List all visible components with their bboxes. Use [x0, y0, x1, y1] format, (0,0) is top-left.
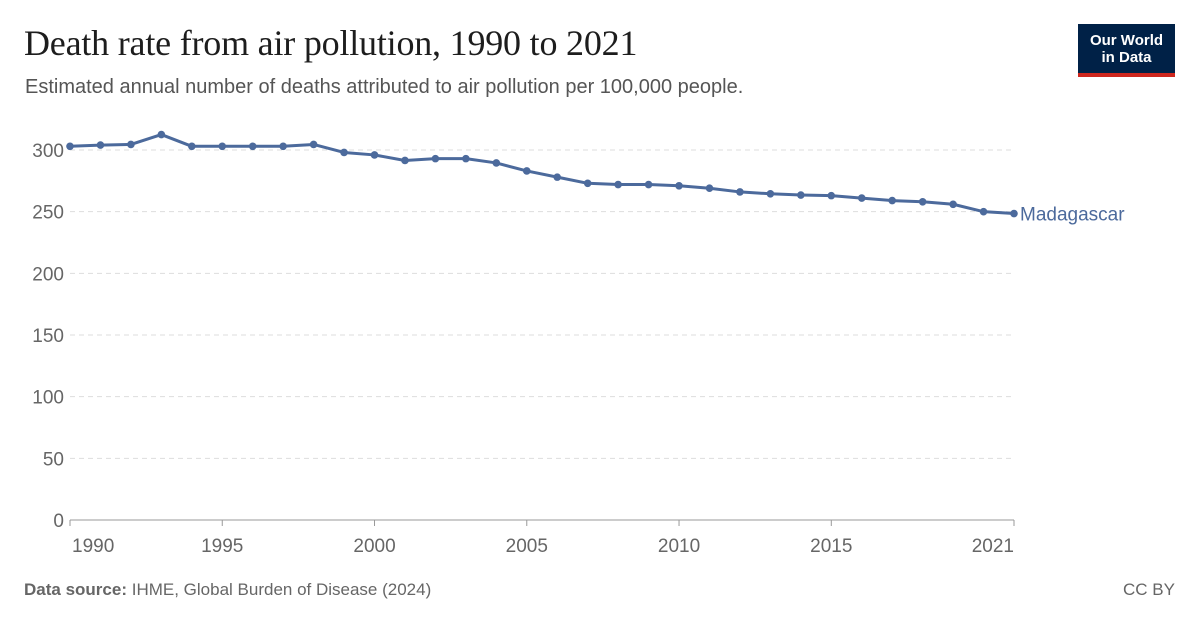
data-point[interactable]	[644, 180, 653, 189]
data-point[interactable]	[188, 142, 196, 151]
data-point[interactable]	[279, 142, 287, 151]
y-tick-label: 0	[53, 511, 64, 532]
y-tick-label: 250	[32, 203, 64, 224]
x-tick-label: 2005	[506, 536, 548, 557]
data-point[interactable]	[218, 142, 227, 151]
x-tick-label: 2015	[810, 536, 852, 557]
data-point[interactable]	[431, 154, 440, 163]
license-link[interactable]: CC BY	[1123, 580, 1175, 599]
owid-logo[interactable]: Our World in Data	[1078, 24, 1175, 77]
y-tick-label: 100	[32, 388, 64, 409]
data-point[interactable]	[462, 154, 470, 163]
data-point[interactable]	[492, 159, 501, 167]
x-tick-label: 2000	[353, 536, 395, 557]
data-point[interactable]	[553, 173, 562, 181]
chart-subtitle: Estimated annual number of deaths attrib…	[25, 76, 744, 98]
data-point[interactable]	[340, 148, 348, 157]
data-point[interactable]	[766, 189, 775, 198]
data-point[interactable]	[127, 140, 135, 149]
data-point[interactable]	[96, 141, 105, 149]
y-axis-ticks: 0 50 100 150 200 250 300	[32, 141, 64, 532]
series-line	[69, 133, 1015, 216]
data-source: Data source: IHME, Global Burden of Dise…	[24, 580, 431, 600]
data-point[interactable]	[66, 142, 74, 151]
data-point[interactable]	[1010, 209, 1018, 218]
series-group: Madagascar	[66, 130, 1125, 226]
logo-line-2: in Data	[1101, 49, 1152, 66]
data-point[interactable]	[949, 200, 957, 209]
data-point[interactable]	[370, 151, 379, 159]
data-point[interactable]	[157, 130, 166, 139]
data-point[interactable]	[401, 156, 409, 165]
data-point[interactable]	[888, 196, 896, 205]
x-tick-label: 2010	[658, 536, 700, 557]
data-point[interactable]	[918, 198, 927, 206]
x-tick-label: 1990	[72, 536, 114, 557]
y-tick-label: 300	[32, 141, 64, 162]
y-tick-label: 150	[32, 326, 64, 347]
data-point[interactable]	[827, 191, 836, 200]
data-point[interactable]	[583, 179, 592, 188]
data-point[interactable]	[675, 181, 683, 190]
x-tick-label: 1995	[201, 536, 243, 557]
x-axis: 1990 1995 2000 2005 2010 2015 2021	[69, 519, 1015, 557]
data-point[interactable]	[522, 167, 531, 175]
data-point[interactable]	[248, 142, 257, 151]
data-point[interactable]	[705, 184, 714, 193]
data-source-text[interactable]: IHME, Global Burden of Disease (2024)	[131, 580, 432, 599]
gridlines	[70, 149, 1014, 459]
data-point[interactable]	[797, 191, 805, 199]
y-tick-label: 50	[43, 449, 64, 470]
data-point[interactable]	[857, 194, 866, 202]
data-point[interactable]	[309, 140, 318, 149]
series-label[interactable]: Madagascar	[1020, 205, 1125, 226]
x-tick-label: 2021	[972, 536, 1014, 557]
data-point[interactable]	[736, 188, 744, 196]
data-point[interactable]	[979, 207, 988, 216]
data-point[interactable]	[614, 180, 622, 189]
chart-title: Death rate from air pollution, 1990 to 2…	[24, 23, 638, 63]
logo-line-1: Our World	[1089, 32, 1164, 49]
data-source-label: Data source:	[24, 580, 127, 599]
y-tick-label: 200	[32, 264, 64, 285]
